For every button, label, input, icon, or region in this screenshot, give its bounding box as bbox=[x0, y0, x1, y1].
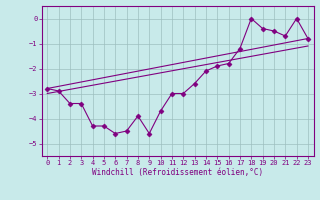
X-axis label: Windchill (Refroidissement éolien,°C): Windchill (Refroidissement éolien,°C) bbox=[92, 168, 263, 177]
